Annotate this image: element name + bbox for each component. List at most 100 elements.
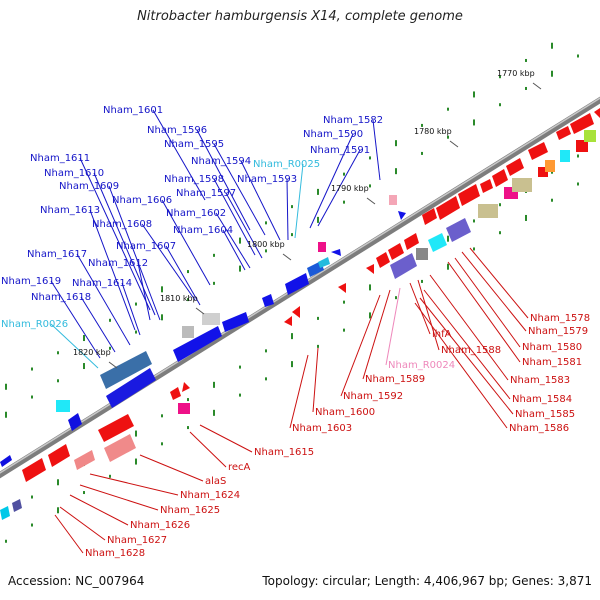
gene-arrow-forward[interactable] [173,326,222,362]
gene-label[interactable]: Nham_1602 [166,208,226,219]
gene-label[interactable]: Nham_1583 [510,375,570,386]
gene-label[interactable]: Nham_1594 [191,156,251,167]
gene-arrow-forward[interactable] [100,351,152,389]
gene-label[interactable]: Nham_1581 [522,357,582,368]
gene-label[interactable]: Nham_1585 [515,409,575,420]
gene-arrow-forward[interactable] [106,368,156,408]
gene-label[interactable]: Nham_R0026 [1,319,68,330]
gene-box[interactable] [178,403,190,414]
gene-label[interactable]: Nham_1578 [530,313,590,324]
gene-label[interactable]: Nham_1582 [323,115,383,126]
gene-arrow-forward[interactable] [285,273,309,295]
gene-box[interactable] [389,195,397,205]
gene-label[interactable]: alaS [205,476,226,487]
gene-label[interactable]: recA [228,462,251,473]
gene-label[interactable]: Nham_1606 [112,195,172,206]
gene-arrow-reverse[interactable] [104,434,136,462]
gene-box[interactable] [512,178,532,192]
gene-label[interactable]: Nham_1584 [512,394,572,405]
gene-label[interactable]: Nham_1609 [59,181,119,192]
gene-arrow-forward[interactable] [262,294,274,307]
gene-label[interactable]: Nham_1590 [303,129,363,140]
gene-arrow-reverse[interactable] [74,450,95,470]
gene-label[interactable]: Nham_1608 [92,219,152,230]
gene-label[interactable]: Nham_1601 [103,105,163,116]
gene-label[interactable]: Nham_1579 [528,326,588,337]
gene-arrow-reverse[interactable] [338,283,346,293]
gene-label[interactable]: Nham_1589 [365,374,425,385]
gene-label[interactable]: Nham_1610 [44,168,104,179]
gene-arrow-reverse[interactable] [22,458,46,482]
gene-box[interactable] [182,326,194,338]
gene-arrow-reverse[interactable] [492,169,508,187]
gene-arrow-forward[interactable] [398,211,406,220]
gene-label[interactable]: Nham_1613 [40,205,100,216]
gene-box[interactable] [478,204,498,218]
gene-arrow-reverse[interactable] [528,142,548,160]
gene-box[interactable] [416,248,428,260]
gene-arrow-reverse[interactable] [506,158,524,176]
gene-label[interactable]: Nham_1600 [315,407,375,418]
gene-box[interactable] [56,400,70,412]
gene-label[interactable]: Nham_1627 [107,535,167,546]
gene-label[interactable]: Nham_1598 [164,174,224,185]
gene-label[interactable]: Nham_1591 [310,145,370,156]
gene-arrow-reverse[interactable] [48,444,70,467]
gene-arrow-reverse[interactable] [436,196,460,220]
gene-arrow-forward[interactable] [68,413,82,431]
gene-arrow-reverse[interactable] [390,253,417,279]
gene-label[interactable]: Nham_R0025 [253,159,320,170]
gene-box[interactable] [560,150,570,162]
gene-arrow-reverse[interactable] [458,184,480,206]
gene-arrow-forward[interactable] [318,257,330,268]
gene-label[interactable]: Nham_1604 [173,225,233,236]
gene-label[interactable]: Nham_1607 [116,241,176,252]
gene-label[interactable]: Nham_1580 [522,342,582,353]
gene-arrow-reverse[interactable] [98,414,134,442]
gene-label[interactable]: ihfA [432,329,452,340]
gene-arrow-reverse[interactable] [428,233,447,252]
gene-label[interactable]: Nham_R0024 [388,360,455,371]
gene-label[interactable]: Nham_1593 [237,174,297,185]
gene-arrow-reverse[interactable] [284,316,292,326]
gene-arrow-reverse[interactable] [388,243,404,260]
gene-label[interactable]: Nham_1592 [343,391,403,402]
gene-label[interactable]: Nham_1619 [1,276,61,287]
gene-label[interactable]: Nham_1618 [31,292,91,303]
gene-arrow-reverse[interactable] [292,306,300,318]
gene-label[interactable]: Nham_1597 [176,188,236,199]
gene-arrow-reverse[interactable] [594,108,600,118]
gene-label[interactable]: Nham_1588 [441,345,501,356]
gene-arrow-reverse[interactable] [422,208,437,225]
gene-arrow-reverse[interactable] [376,252,390,268]
gene-label[interactable]: Nham_1595 [164,139,224,150]
gene-arrow-forward[interactable] [222,312,249,332]
gene-box[interactable] [545,160,555,172]
gene-label[interactable]: Nham_1628 [85,548,145,559]
gene-arrow-reverse[interactable] [182,382,190,392]
gene-label[interactable]: Nham_1624 [180,490,240,501]
gene-box[interactable] [538,167,548,177]
gene-arrow-forward[interactable] [12,499,22,512]
gene-arrow-reverse[interactable] [556,126,571,140]
gene-label[interactable]: Nham_1626 [130,520,190,531]
gene-label[interactable]: Nham_1615 [254,447,314,458]
gene-arrow-forward[interactable] [0,506,10,520]
gene-arrow-reverse[interactable] [170,387,181,400]
gene-arrow-forward[interactable] [0,455,12,467]
gene-box[interactable] [584,130,596,142]
gene-label[interactable]: Nham_1611 [30,153,90,164]
gene-label[interactable]: Nham_1603 [292,423,352,434]
gene-label[interactable]: Nham_1596 [147,125,207,136]
gene-arrow-reverse[interactable] [404,233,419,250]
gene-arrow-reverse[interactable] [366,264,374,274]
gene-box[interactable] [576,140,588,152]
gene-label[interactable]: Nham_1612 [88,258,148,269]
gene-box[interactable] [318,242,326,252]
gene-arrow-reverse[interactable] [446,218,471,242]
gene-label[interactable]: Nham_1586 [509,423,569,434]
gene-label[interactable]: Nham_1614 [72,278,132,289]
gene-label[interactable]: Nham_1617 [27,249,87,260]
gene-arrow-reverse[interactable] [570,113,594,134]
